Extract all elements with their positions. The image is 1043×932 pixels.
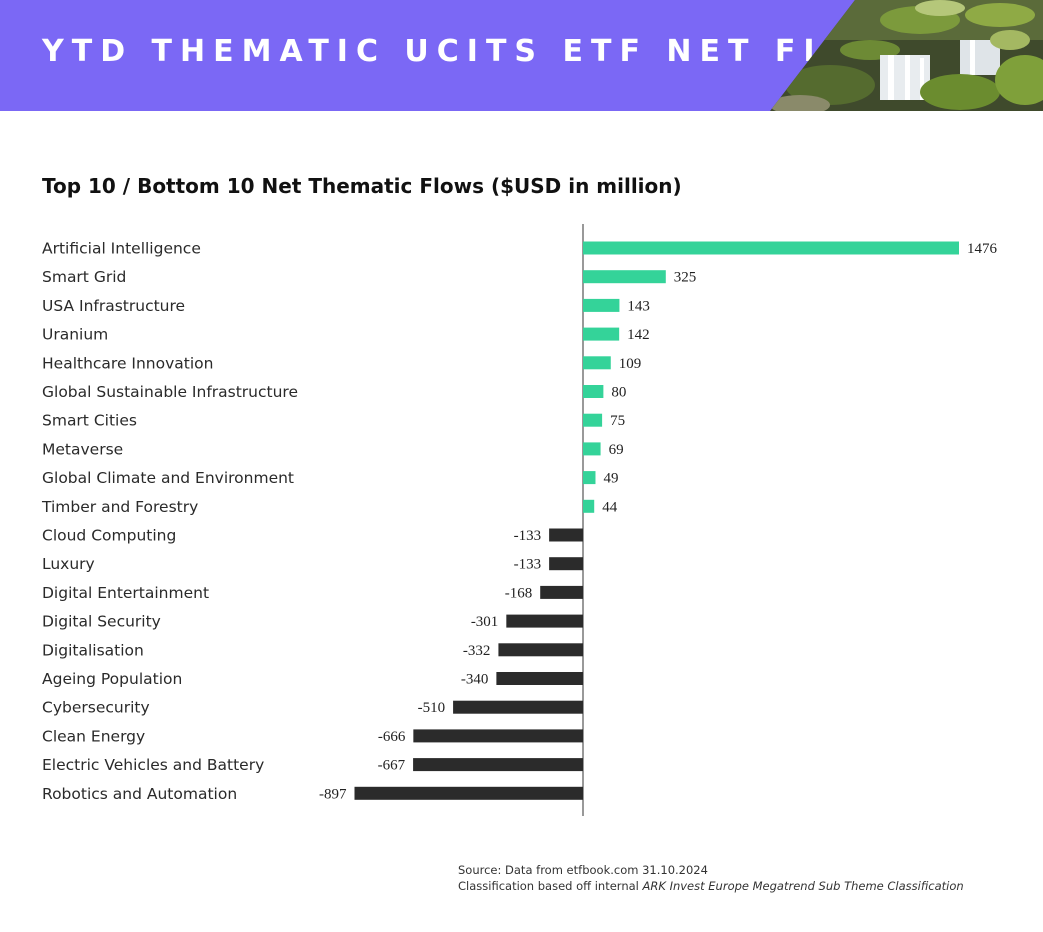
category-label: Smart Grid: [42, 268, 126, 286]
waterfall-photo: [770, 0, 1043, 111]
category-label: USA Infrastructure: [42, 297, 185, 315]
category-label: Artificial Intelligence: [42, 240, 201, 258]
source-note: Source: Data from etfbook.com 31.10.2024: [458, 863, 708, 877]
value-label: -666: [378, 729, 406, 745]
classification-prefix: Classification based off internal: [458, 879, 643, 893]
classification-name: ARK Invest Europe Megatrend Sub Theme Cl…: [642, 879, 964, 893]
category-label: Luxury: [42, 555, 95, 573]
bar: [583, 499, 595, 513]
category-label: Digitalisation: [42, 641, 144, 659]
value-label: 44: [602, 499, 618, 515]
category-label: Digital Security: [42, 613, 161, 631]
bar: [583, 385, 604, 398]
category-label: Clean Energy: [42, 727, 145, 745]
value-label: -897: [319, 786, 347, 802]
value-label: -133: [514, 557, 542, 573]
category-label: Metaverse: [42, 440, 123, 458]
bar: [549, 557, 583, 571]
bar: [583, 298, 620, 312]
value-label: 325: [674, 270, 697, 286]
bar: [583, 356, 611, 370]
value-label: 69: [609, 442, 624, 458]
header-banner: YTD THEMATIC UCITS ETF NET FLOWS: [0, 0, 1043, 111]
category-label: Smart Cities: [42, 412, 137, 430]
bar: [453, 700, 583, 714]
chart-title: Top 10 / Bottom 10 Net Thematic Flows ($…: [42, 174, 682, 198]
bar: [583, 241, 959, 255]
value-label: -667: [378, 758, 406, 774]
category-label: Global Climate and Environment: [42, 469, 294, 487]
value-label: 49: [603, 471, 618, 487]
page-title: YTD THEMATIC UCITS ETF NET FLOWS: [42, 34, 934, 69]
value-label: 80: [611, 385, 626, 401]
value-label: -340: [461, 672, 489, 688]
category-label: Timber and Forestry: [41, 498, 198, 516]
value-label: 1476: [967, 241, 998, 257]
bar: [413, 758, 583, 772]
value-label: 142: [627, 327, 650, 343]
bar: [413, 729, 583, 743]
category-label: Cloud Computing: [42, 527, 176, 545]
category-label: Ageing Population: [42, 670, 182, 688]
category-label: Digital Entertainment: [42, 584, 209, 602]
value-label: -510: [418, 700, 446, 716]
category-label: Electric Vehicles and Battery: [42, 756, 264, 774]
value-label: -133: [514, 528, 542, 544]
value-label: -332: [463, 643, 491, 659]
bar: [583, 270, 666, 284]
value-label: -301: [471, 614, 499, 630]
bar: [354, 786, 583, 800]
category-label: Cybersecurity: [42, 699, 150, 717]
bar-chart: Artificial Intelligence 1476 Smart Grid 325…: [41, 224, 998, 816]
bar: [583, 442, 601, 456]
value-label: -168: [505, 585, 533, 601]
bar: [498, 643, 583, 657]
classification-note: Classification based off internal ARK In…: [458, 878, 964, 894]
value-label: 109: [619, 356, 642, 372]
category-label: Global Sustainable Infrastructure: [42, 383, 298, 401]
category-label: Robotics and Automation: [42, 785, 237, 803]
bar: [583, 471, 596, 485]
category-label: Uranium: [42, 326, 108, 344]
bar: [496, 672, 583, 685]
bar: [549, 528, 583, 542]
bar: [540, 585, 583, 599]
bar: [583, 327, 620, 341]
value-label: 75: [610, 413, 625, 429]
value-label: 143: [627, 298, 650, 314]
bar: [583, 413, 603, 427]
bar: [506, 614, 583, 628]
category-label: Healthcare Innovation: [42, 354, 213, 372]
footer: Source: Data from etfbook.com 31.10.2024…: [458, 862, 964, 894]
